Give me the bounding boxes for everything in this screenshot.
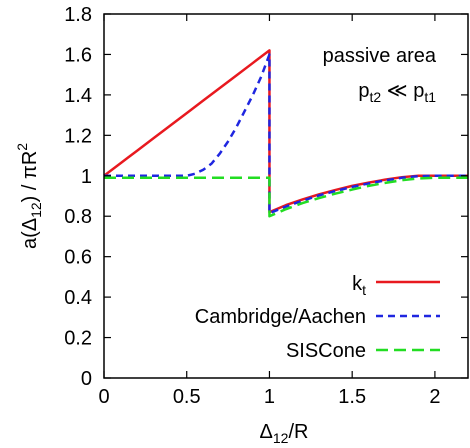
legend-kt-base: k: [352, 273, 363, 295]
legend: kt Cambridge/Aachen SISCone: [195, 273, 440, 362]
y-tick-label: 0.6: [64, 247, 92, 269]
x-axis-title: Δ12/R: [260, 421, 309, 446]
y-tick-label: 1.6: [64, 44, 92, 66]
annotation-line-2: pt2 ≪ pt1: [358, 80, 436, 105]
annotation-sub2: t1: [424, 89, 436, 105]
y-tick-label: 0: [81, 368, 92, 390]
x-tick-label: 0.5: [173, 386, 201, 408]
series-siscone-line: [104, 176, 468, 218]
legend-kt-sub: t: [362, 282, 366, 298]
series-kt-line: [103, 49, 468, 214]
y-tick-label: 0.4: [64, 287, 92, 309]
annotation-p1: p: [358, 80, 369, 102]
series-group: [103, 49, 468, 218]
y-tick-label: 0.8: [64, 206, 92, 228]
legend-label-cambridge: Cambridge/Aachen: [195, 306, 366, 328]
x-tick-label: 1: [264, 386, 275, 408]
x-axis-title-tail: /R: [288, 421, 308, 443]
ticks: 0 0.5 1 1.5 2 0 0.2 0.4 0.6 0.8 1 1.2 1.4 1.6 1.8: [64, 4, 468, 408]
y-axis-title-pre: a(Δ: [19, 218, 41, 249]
y-tick-label: 1.4: [64, 85, 92, 107]
annotation-p2: p: [413, 80, 424, 102]
annotation-line-1: passive area: [323, 45, 437, 67]
legend-label-kt: kt: [352, 273, 366, 298]
x-tick-label: 1.5: [338, 386, 366, 408]
y-axis-title-sub: 12: [28, 202, 44, 218]
legend-label-siscone: SISCone: [286, 340, 366, 362]
x-axis-title-main: Δ: [260, 421, 273, 443]
annotation-op: ≪: [381, 80, 413, 102]
annotation-sub1: t2: [369, 89, 381, 105]
plot-frame: [103, 13, 469, 379]
y-tick-label: 1.2: [64, 125, 92, 147]
y-tick-label: 1.8: [64, 4, 92, 26]
series-cambridge-aachen-line: [104, 53, 468, 215]
x-tick-label: 0: [98, 386, 109, 408]
x-axis-title-sub: 12: [273, 430, 289, 446]
y-axis-title: a(Δ12) / πR2: [14, 143, 44, 249]
x-tick-label: 2: [429, 386, 440, 408]
y-tick-label: 0.2: [64, 328, 92, 350]
y-axis-title-sup: 2: [14, 143, 30, 151]
y-tick-label: 1: [81, 166, 92, 188]
y-axis-title-mid: ) / πR: [19, 151, 41, 203]
